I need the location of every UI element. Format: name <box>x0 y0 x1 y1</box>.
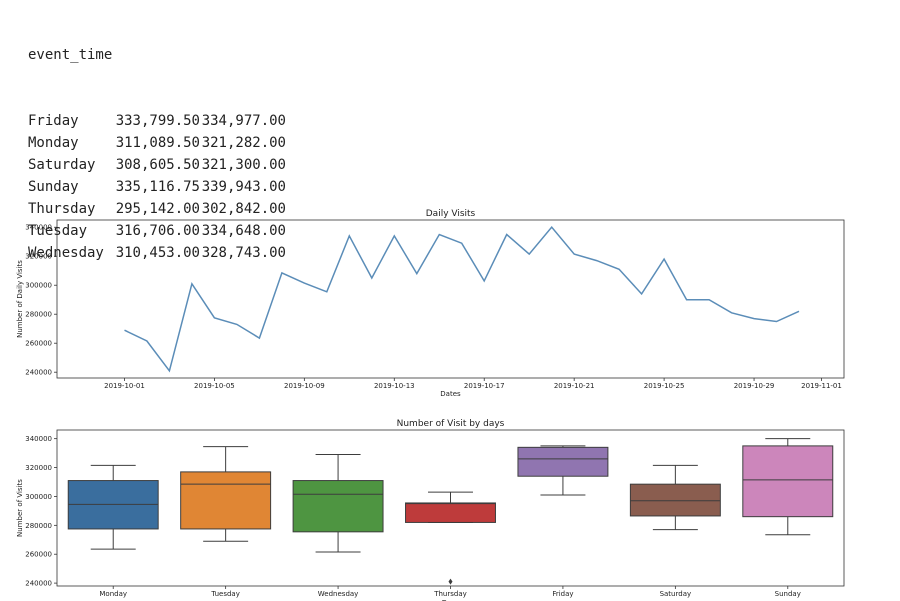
output-cell-v2: 334,648.00 <box>201 223 286 239</box>
output-row: Monday 311,089.50 321,282.00 <box>28 132 286 154</box>
y-tick-label: 280000 <box>25 522 52 530</box>
x-tick-label: 2019-11-01 <box>801 382 842 390</box>
x-tick-label: 2019-10-01 <box>104 382 145 390</box>
x-tick-label: 2019-10-29 <box>734 382 775 390</box>
x-tick-label: 2019-10-17 <box>464 382 505 390</box>
y-tick-label: 320000 <box>25 464 52 472</box>
output-cell-v2: 334,977.00 <box>201 113 286 129</box>
y-tick-label: 340000 <box>25 435 52 443</box>
x-axis-label: Days <box>442 599 460 601</box>
y-tick-label: 240000 <box>25 369 52 377</box>
x-tick-label: 2019-10-21 <box>554 382 595 390</box>
output-row: Sunday 335,116.75 339,943.00 <box>28 176 286 198</box>
chart-title: Daily Visits <box>426 209 476 219</box>
x-tick-label: 2019-10-05 <box>194 382 235 390</box>
iqr-box <box>517 446 609 477</box>
box-tuesday <box>180 446 272 542</box>
output-cell-v1: 295,142.00 <box>115 201 200 217</box>
box-thursday <box>405 491 496 585</box>
output-cell-v1: 333,799.50 <box>115 113 200 129</box>
output-table: event_time Friday 333,799.50 334,977.00 Mon… <box>28 0 286 286</box>
output-cell-day: Wednesday <box>28 245 104 261</box>
x-tick-label: 2019-10-25 <box>644 382 685 390</box>
output-cell-v2: 302,842.00 <box>201 201 286 217</box>
output-cell-day: Saturday <box>28 157 96 173</box>
output-row: Friday 333,799.50 334,977.00 <box>28 110 286 132</box>
output-cell-v1: 316,706.00 <box>115 223 200 239</box>
output-cell-v2: 339,943.00 <box>201 179 286 195</box>
y-axis-label: Number of Visits <box>16 479 24 537</box>
y-tick-label: 320000 <box>25 253 52 261</box>
iqr-box <box>180 471 272 530</box>
y-tick-label: 260000 <box>25 340 52 348</box>
output-cell-day: Monday <box>28 135 79 151</box>
output-cell-v2: 321,282.00 <box>201 135 286 151</box>
outlier-point <box>448 578 453 585</box>
output-cell-day: Tuesday <box>28 223 88 239</box>
y-axis-label: Number of Daily Visits <box>16 260 24 338</box>
output-cell-v1: 311,089.50 <box>115 135 200 151</box>
x-tick-label: Monday <box>99 590 127 598</box>
y-tick-label: 280000 <box>25 311 52 319</box>
box-friday <box>517 445 609 496</box>
y-tick-label: 300000 <box>25 282 52 290</box>
output-cell-day: Friday <box>28 113 79 129</box>
iqr-box <box>629 483 721 517</box>
y-tick-label: 240000 <box>25 580 52 588</box>
output-cell-v1: 310,453.00 <box>115 245 200 261</box>
output-row: Tuesday 316,706.00 334,648.00 <box>28 220 286 242</box>
daily-visits-chart: Daily Visits 240000 260000 280000 300000 3200… <box>16 209 845 398</box>
output-row: Wednesday 310,453.00 328,743.00 <box>28 242 286 264</box>
output-rows: Friday 333,799.50 334,977.00 Monday 311,089.… <box>28 110 286 264</box>
x-tick-label: Wednesday <box>318 590 359 598</box>
y-tick-label: 340000 <box>25 224 52 232</box>
x-tick-label: Sunday <box>775 590 801 598</box>
box-wednesday <box>292 454 384 553</box>
y-tick-label: 300000 <box>25 493 52 501</box>
x-axis-label: Dates <box>440 390 461 398</box>
output-cell-v2: 328,743.00 <box>201 245 286 261</box>
x-tick-label: Saturday <box>660 590 692 598</box>
output-cell-day: Thursday <box>28 201 96 217</box>
output-header: event_time <box>28 47 113 63</box>
output-row: Thursday 295,142.00 302,842.00 <box>28 198 286 220</box>
iqr-box <box>742 445 834 518</box>
box-saturday <box>629 464 721 531</box>
x-tick-label: Friday <box>552 590 573 598</box>
x-tick-label: 2019-10-13 <box>374 382 415 390</box>
box-sunday <box>742 438 834 536</box>
iqr-box <box>292 480 384 533</box>
box-monday <box>67 464 159 550</box>
output-cell-v1: 308,605.50 <box>115 157 200 173</box>
y-tick-label: 260000 <box>25 551 52 559</box>
iqr-box <box>405 502 496 523</box>
x-tick-label: Thursday <box>433 590 467 598</box>
x-tick-label: 2019-10-09 <box>284 382 325 390</box>
daily-visits-line <box>124 226 800 373</box>
plot-frame <box>56 219 845 379</box>
x-tick-label: Tuesday <box>210 590 239 598</box>
output-row: Saturday 308,605.50 321,300.00 <box>28 154 286 176</box>
output-cell-v2: 321,300.00 <box>201 157 286 173</box>
chart-title: Number of Visit by days <box>397 419 505 429</box>
output-cell-v1: 335,116.75 <box>115 179 200 195</box>
output-cell-day: Sunday <box>28 179 79 195</box>
visits-by-day-chart: Number of Visit by days 240000 260000 28000… <box>16 419 845 601</box>
